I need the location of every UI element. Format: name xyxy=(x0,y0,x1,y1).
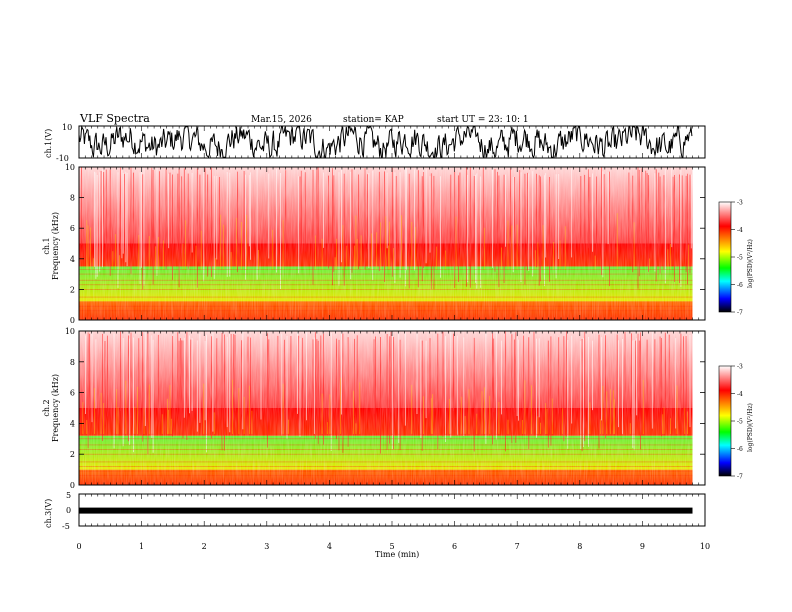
ch2-colorbar-gradient xyxy=(718,365,732,477)
ch1-spec-label-frequency: Frequency (kHz) xyxy=(51,212,60,280)
ch2-spec-label-channel: ch.2 xyxy=(42,399,51,416)
colorbar-tick-label: -4 xyxy=(737,391,743,398)
frequency-tick-label: 10 xyxy=(65,327,75,336)
colorbar-tick-label: -7 xyxy=(737,310,743,317)
ch1-spec-label-channel: ch.1 xyxy=(42,237,51,254)
ch1-waveform-line xyxy=(78,125,693,159)
ch2-spectrogram-image xyxy=(78,331,693,485)
ch2-spectrogram-panel: 0 2 4 6 8 10 ch.2 Frequency (kHz) xyxy=(42,327,706,490)
time-tick-label: 7 xyxy=(515,542,520,551)
colorbar-tick-label: -3 xyxy=(737,200,743,207)
frequency-tick-label: 2 xyxy=(70,285,75,294)
station-label: station= KAP xyxy=(343,115,404,125)
frequency-tick-label: 0 xyxy=(70,481,75,490)
ch1-spectrogram-image xyxy=(79,167,693,320)
ch3-voltage-axis-label: ch.3(V) xyxy=(44,499,53,528)
ch3-ytick-top: 5 xyxy=(66,491,71,500)
ch1-voltage-axis-label: ch.1(V) xyxy=(44,129,53,158)
colorbar-tick-label: -5 xyxy=(737,419,743,426)
colorbar-tick-label: -7 xyxy=(737,474,743,481)
figure-title: VLF Spectra xyxy=(79,112,150,125)
frequency-tick-label: 2 xyxy=(70,450,75,459)
frequency-tick-label: 6 xyxy=(70,389,75,398)
colorbar-tick-label: -3 xyxy=(737,364,743,371)
ch3-signal-band xyxy=(79,507,693,514)
time-tick-label: 10 xyxy=(700,542,710,551)
ch1-ytick-bottom: -10 xyxy=(56,154,69,163)
ch2-colorbar-label: log(PSD)(V²/Hz) xyxy=(747,403,754,452)
time-tick-label: 8 xyxy=(577,542,582,551)
time-tick-label: 0 xyxy=(76,542,81,551)
colorbar-tick-label: -4 xyxy=(737,227,743,234)
ch1-waveform-panel: 10 -10 ch.1(V) xyxy=(44,123,706,163)
frequency-tick-label: 0 xyxy=(70,316,75,325)
frequency-tick-label: 6 xyxy=(70,224,75,233)
colorbar-tick-label: -6 xyxy=(737,446,743,453)
spectrogram-texture xyxy=(78,331,693,485)
time-tick-label: 3 xyxy=(264,542,269,551)
spectrogram-texture xyxy=(79,167,693,320)
frequency-tick-label: 4 xyxy=(70,419,75,428)
frequency-tick-label: 10 xyxy=(65,163,75,172)
time-tick-label: 6 xyxy=(452,542,457,551)
ch1-spectrogram-panel: 0 2 4 6 8 10 ch.1 Frequency (kHz) xyxy=(42,163,706,325)
start-time-label: start UT = 23: 10: 1 xyxy=(437,115,529,125)
time-axis-label: Time (min) xyxy=(375,550,419,559)
time-tick-label: 2 xyxy=(202,542,207,551)
ch1-colorbar: -3 -4 -5 -6 -7 log(PSD)(V²/Hz) xyxy=(718,200,754,317)
frequency-tick-label: 8 xyxy=(70,358,75,367)
ch1-colorbar-gradient xyxy=(718,201,732,313)
ch1-colorbar-label: log(PSD)(V²/Hz) xyxy=(747,239,754,288)
frequency-tick-label: 4 xyxy=(70,255,75,264)
ch3-ytick-bottom: -5 xyxy=(62,522,70,531)
time-tick-label: 5 xyxy=(389,542,394,551)
time-tick-label: 4 xyxy=(327,542,332,551)
colorbar-tick-label: -6 xyxy=(737,282,743,289)
frequency-tick-label: 8 xyxy=(70,194,75,203)
ch2-colorbar: -3 -4 -5 -6 -7 log(PSD)(V²/Hz) xyxy=(718,364,754,481)
colorbar-tick-label: -5 xyxy=(737,255,743,262)
ch3-ytick-mid: 0 xyxy=(66,506,71,515)
ch3-waveform-panel: 5 0 -5 ch.3(V) 0 1 2 3 4 5 6 7 8 9 10 Time (min) xyxy=(44,126,710,559)
time-tick-label: 1 xyxy=(139,542,144,551)
date-label: Mar.15, 2026 xyxy=(251,115,312,125)
ch2-spec-label-frequency: Frequency (kHz) xyxy=(51,374,60,442)
ch1-ytick-top: 10 xyxy=(62,123,72,132)
time-tick-label: 9 xyxy=(640,542,645,551)
